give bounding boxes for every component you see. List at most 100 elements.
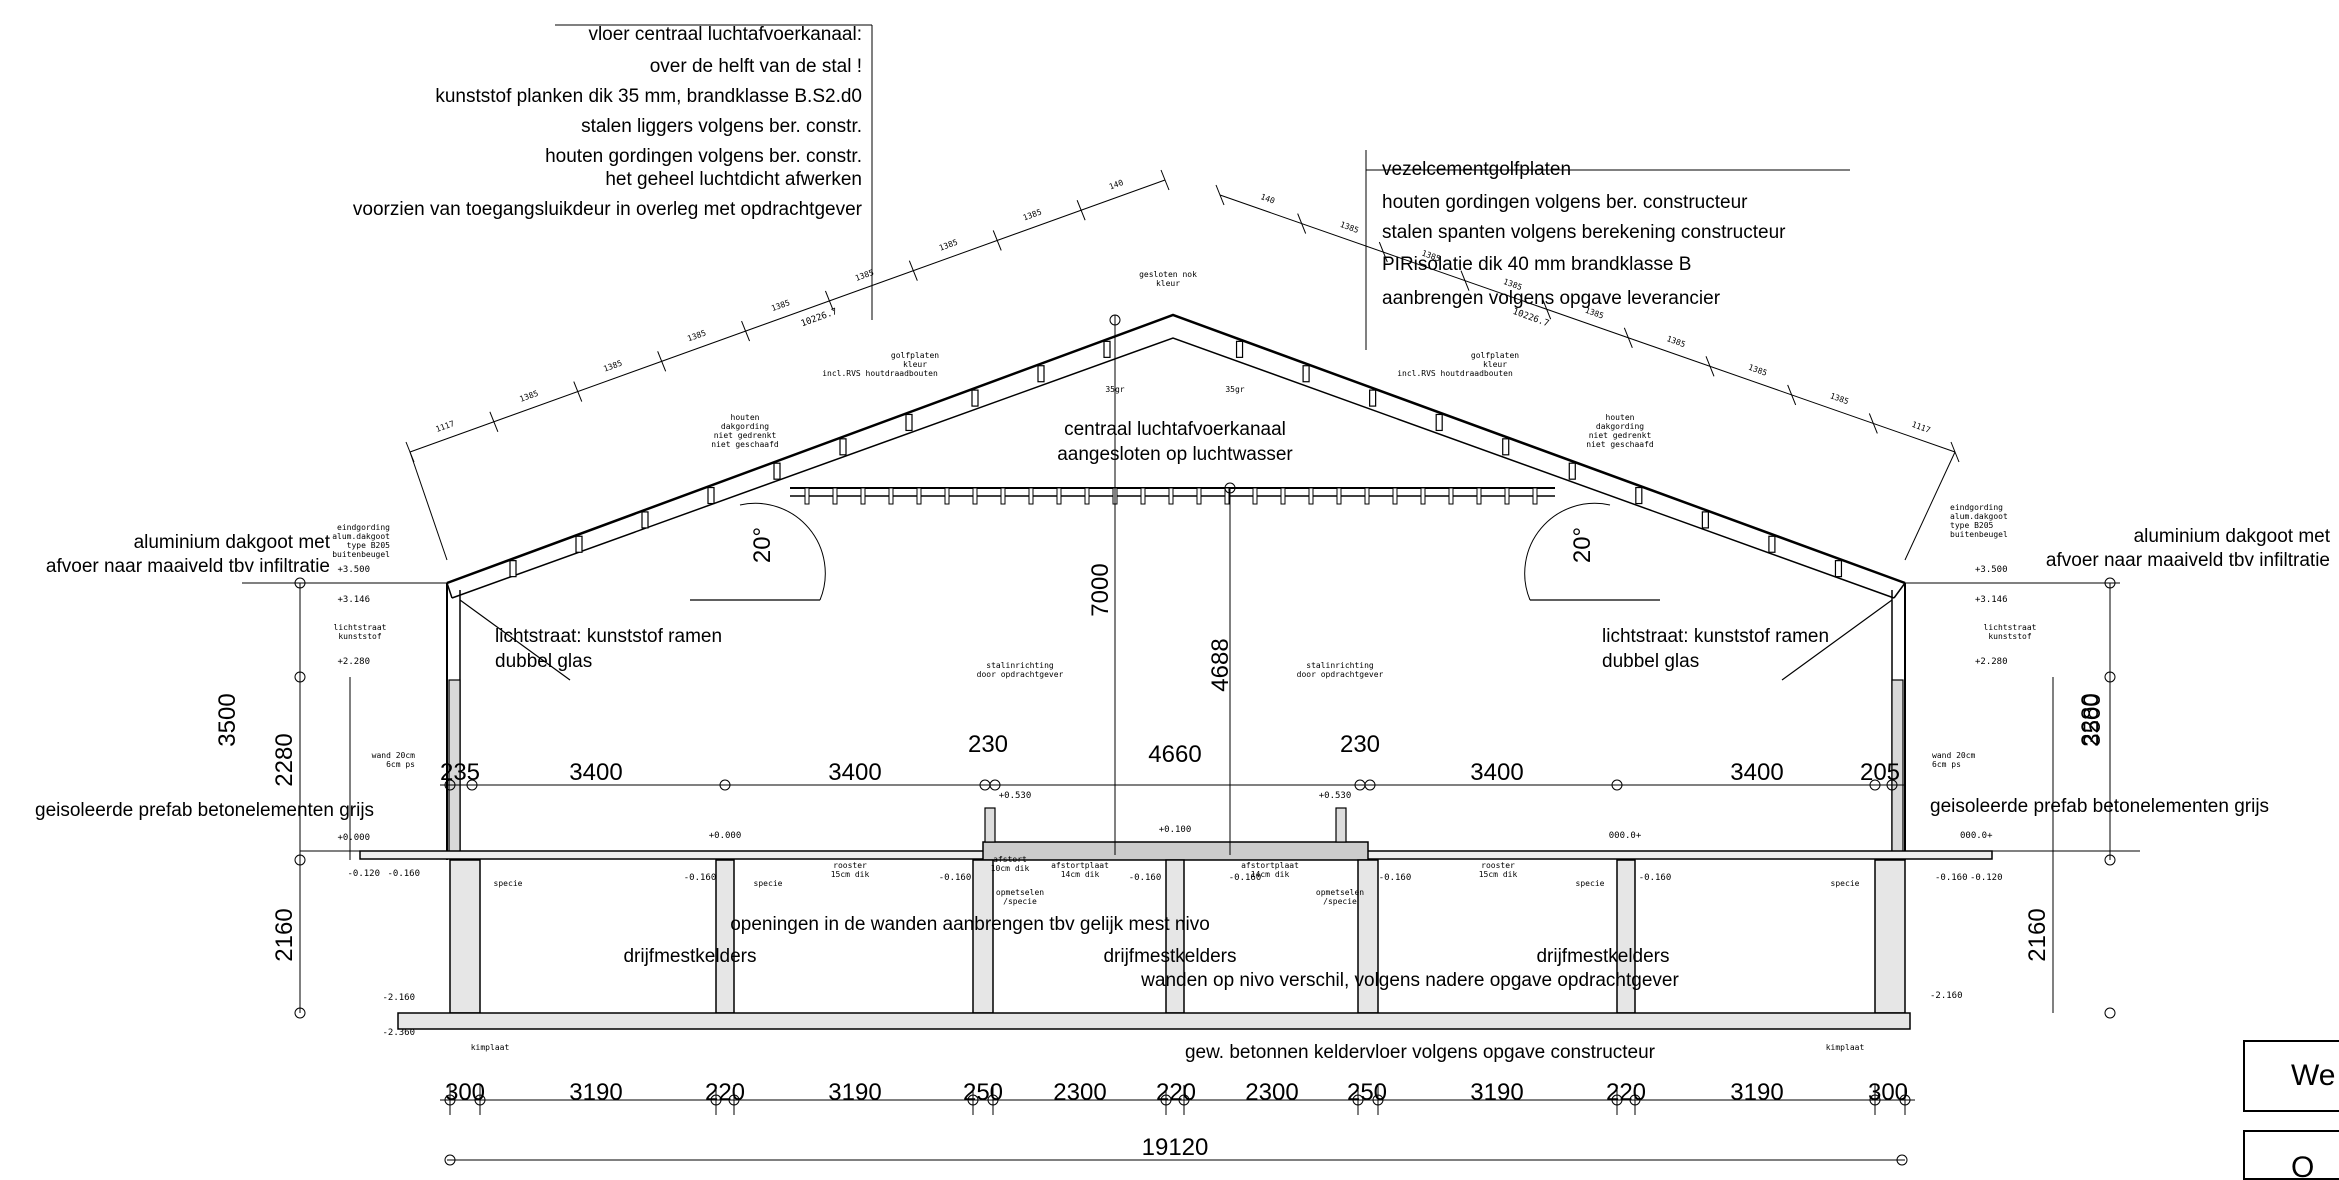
bottom-dim-label: 2300 (1053, 1079, 1106, 1106)
upper-dim-node (719, 779, 731, 791)
duct-height: 4688 (1207, 638, 1234, 691)
floor-note: gew. betonnen keldervloer volgens opgave… (1185, 1042, 1656, 1063)
level-label: -2.160 (382, 993, 415, 1003)
truss-tie-right (1369, 389, 1377, 407)
top-left-note: stalen liggers volgens ber. constr. (581, 116, 862, 137)
level-label: +0.100 (1159, 825, 1192, 835)
roof-dim-left: 1385 (1022, 207, 1043, 222)
dim-node-left (294, 1007, 306, 1019)
wall-small-right-1: wand 20cm (1932, 751, 1976, 760)
bottom-dim-label: 3190 (1730, 1079, 1783, 1106)
slope-label-right: 35gr (1225, 385, 1244, 394)
level-label: -0.160 (1379, 873, 1412, 883)
eaves-label-left: eindgording (337, 523, 390, 532)
duct-joist (1000, 487, 1006, 505)
level-label: +0.000 (709, 831, 742, 841)
mortar-label: specie (1576, 879, 1605, 888)
footing-label-left: kimplaat (471, 1043, 510, 1052)
purlin-label-right: niet geschaafd (1586, 440, 1654, 449)
gutter-note-left-2: afvoer naar maaiveld tbv infiltratie (46, 556, 330, 577)
top-left-note: het geheel luchtdicht afwerken (605, 169, 862, 190)
level-label: +0.530 (1319, 791, 1352, 801)
roof-dim-ext-right (1904, 451, 1956, 561)
level-label: -0.160 (684, 873, 717, 883)
gutter-note-right-1: aluminium dakgoot met (2134, 526, 2331, 547)
level-label: -2.360 (382, 1028, 415, 1038)
roof-dim-tick-left (573, 381, 583, 402)
total-width-label: 19120 (1142, 1134, 1209, 1161)
walls-note: wanden op nivo verschil, volgens nadere … (1140, 970, 1679, 991)
dim-node-right (2104, 854, 2116, 866)
truss-tie-right (1435, 413, 1443, 432)
cellar-wall (449, 859, 481, 1014)
mortar-label: specie (494, 879, 523, 888)
upper-dim-node (1869, 779, 1881, 791)
roof-dim-left: 1385 (686, 328, 707, 343)
eave-edge-right (1893, 582, 1906, 599)
roof-dim-left: 1117 (434, 419, 455, 434)
gutter-note-left-1: aluminium dakgoot met (134, 532, 331, 553)
purlin-label-right: niet gedrenkt (1589, 431, 1652, 440)
ridge-cap-label: gesloten nok (1139, 270, 1197, 279)
bottom-dim-label: 220 (1606, 1079, 1646, 1106)
roof-dim-right: 1385 (1747, 363, 1768, 378)
skylight-note-left-2: dubbel glas (495, 651, 592, 672)
roof-dim-tick-left (908, 260, 918, 281)
level-label: -0.160 (1229, 873, 1262, 883)
upper-dim-label: 205 (1860, 759, 1900, 786)
roof-dim-tick-left (657, 351, 667, 372)
mortar-label: specie (1831, 879, 1860, 888)
roof-dim-right: 1385 (1829, 391, 1850, 406)
truss-tie-right (1768, 535, 1776, 553)
ridge-color-label: kleur (1156, 279, 1180, 288)
roof-dim-line-right (1219, 194, 1956, 453)
center-platform (982, 841, 1369, 861)
truss-tie-left (707, 486, 715, 505)
roof-dim-tick-right (1297, 213, 1307, 234)
upper-dim-node (1611, 779, 1623, 791)
duct-joist (1028, 487, 1034, 505)
pour-plate-thk-left: 14cm dik (1061, 870, 1100, 879)
wall-height-left: 3500 (214, 693, 241, 746)
upper-dim-node (1886, 779, 1898, 791)
duct-note-2: aangesloten op luchtwasser (1057, 444, 1293, 465)
purlin-label-left: houten (731, 413, 760, 422)
top-right-note: PIRisolatie dik 40 mm brandklasse B (1382, 254, 1691, 275)
upper-dim-label: 4660 (1148, 741, 1201, 768)
roof-dim-tick-left (1076, 200, 1086, 221)
roof-dim-tick-right (1623, 327, 1633, 348)
level-label: +3.146 (337, 595, 370, 605)
roof-dim-tick-right (1542, 299, 1552, 320)
eaves-label-right: type B205 (1950, 521, 1994, 530)
top-left-note: voorzien van toegangsluikdeur in overleg… (353, 199, 863, 220)
top-left-note: over de helft van de stal ! (650, 56, 862, 77)
sheets-label-left: golfplaten (891, 351, 939, 360)
eaves-label-left: buitenbeugel (332, 550, 390, 559)
top-right-note: vezelcementgolfplaten (1382, 159, 1571, 180)
level-label: -0.160 (387, 869, 420, 879)
truss-tie-left (575, 535, 583, 553)
roof-dim-left: 1385 (602, 359, 623, 374)
duct-joist (1140, 487, 1146, 505)
dim-node-right (2104, 1007, 2116, 1019)
truss-tie-left (1103, 340, 1111, 358)
top-right-note: houten gordingen volgens ber. constructe… (1382, 192, 1748, 213)
roof-dim-left: 140 (1108, 178, 1125, 191)
eaves-label-right: alum.dakgoot (1950, 512, 2008, 521)
roof-total-left: 10226.7 (800, 307, 839, 329)
level-label: +3.500 (1975, 565, 2008, 575)
slat-thk-label: 15cm dik (1479, 870, 1518, 879)
truss-tie-left (839, 438, 847, 456)
dim-node-right (2104, 671, 2116, 683)
duct-joist (1504, 487, 1510, 505)
slat-label: rooster (1481, 861, 1515, 870)
top-left-note: kunststof planken dik 35 mm, brandklasse… (435, 86, 862, 107)
level-label: +3.500 (337, 565, 370, 575)
gutter-note-right-2: afvoer naar maaiveld tbv infiltratie (2046, 550, 2330, 571)
eaves-label-right: eindgording (1950, 503, 2003, 512)
cellar-floor (397, 1012, 1911, 1030)
platform-post-left (984, 807, 996, 843)
sheets-label-right: golfplaten (1471, 351, 1519, 360)
bottom-dim-label: 300 (445, 1079, 485, 1106)
duct-joist (1532, 487, 1538, 505)
